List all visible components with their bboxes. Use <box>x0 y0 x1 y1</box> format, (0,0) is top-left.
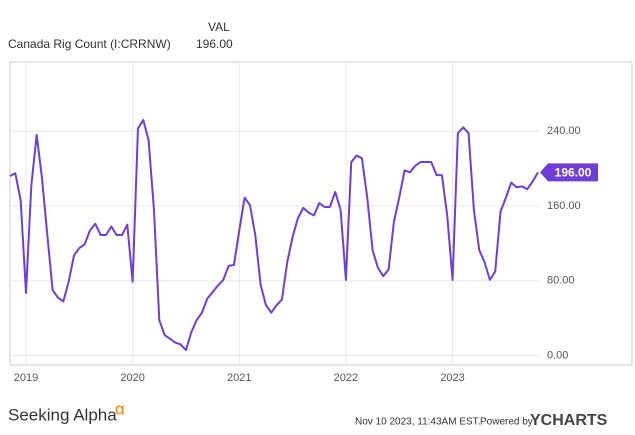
series-label: Canada Rig Count (I:CRRNW) <box>8 37 171 51</box>
last-value-label: 196.00 <box>555 166 592 180</box>
series-line <box>9 118 539 352</box>
logo: Seeking Alpha <box>8 405 117 424</box>
y-tick-label: 240.00 <box>547 125 581 137</box>
x-tick-label: 2020 <box>120 372 144 384</box>
y-tick-label: 80.00 <box>547 275 575 287</box>
y-tick-label: 160.00 <box>547 200 581 212</box>
last-value-tag <box>540 163 598 182</box>
x-tick-label: 2021 <box>227 372 251 384</box>
header: VAL <box>208 20 230 34</box>
powered-by: Powered by <box>480 417 533 428</box>
x-tick-label: 2023 <box>440 372 464 384</box>
x-tick-label: 2022 <box>334 372 358 384</box>
y-tick-label: 0.00 <box>547 350 568 362</box>
provider: YCHARTS <box>530 412 608 429</box>
x-tick-label: 2019 <box>14 372 38 384</box>
logo-mark: α <box>115 399 125 418</box>
timestamp: Nov 10 2023, 11:43AM EST. <box>355 417 480 428</box>
header-value: 196.00 <box>196 37 233 51</box>
plot-frame <box>9 61 633 366</box>
